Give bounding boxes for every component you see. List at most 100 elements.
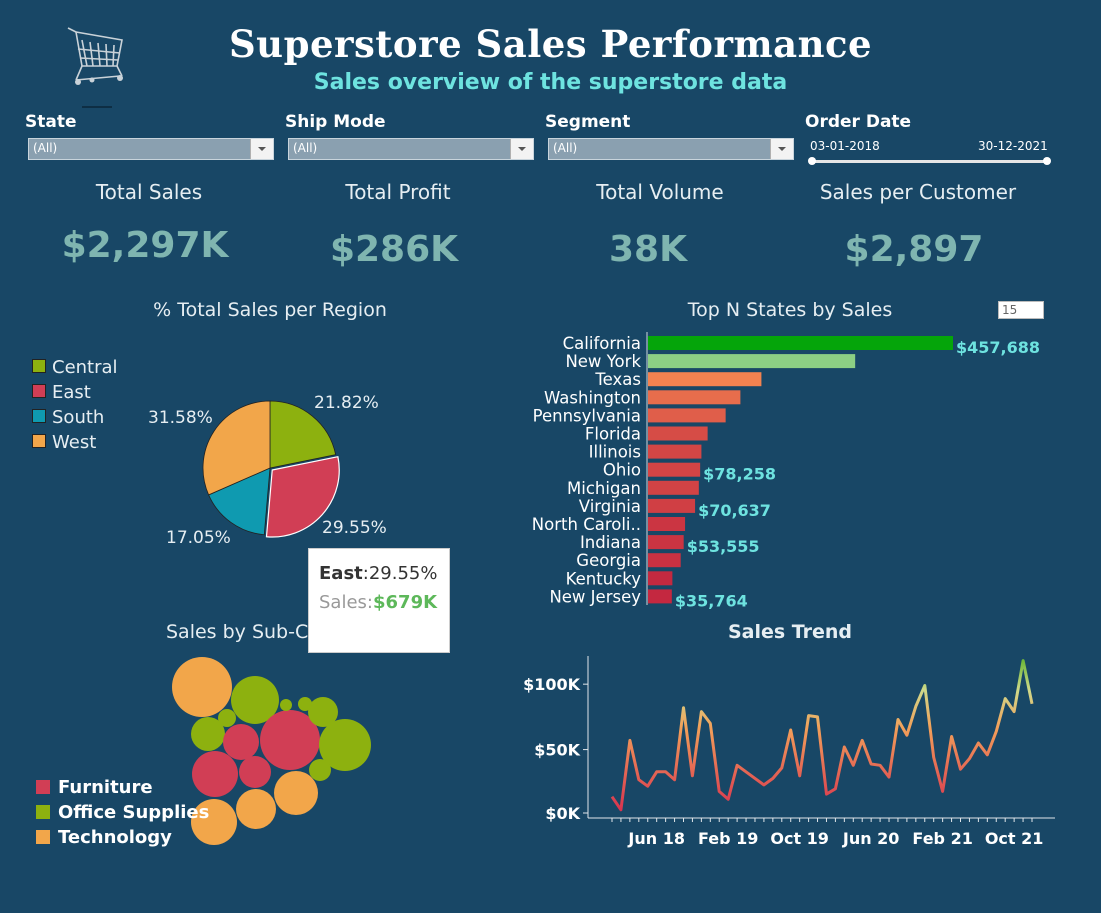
bar-georgia[interactable] (648, 553, 681, 568)
legend-item-south[interactable]: South (32, 407, 118, 432)
bar-category-label: Florida (585, 425, 641, 444)
bubble[interactable] (274, 771, 318, 815)
bubble[interactable] (280, 699, 292, 711)
bar-washington[interactable] (648, 390, 741, 405)
bar-category-label: Texas (594, 370, 641, 389)
bar-category-label: Kentucky (566, 569, 642, 588)
bar-data-label: $35,764 (675, 591, 748, 610)
order-date-slider-track[interactable] (812, 160, 1050, 163)
legend-item-office-supplies[interactable]: Office Supplies (36, 802, 209, 827)
pie-slice-east[interactable] (265, 455, 340, 538)
bar-category-label: Washington (544, 388, 641, 407)
bubble[interactable] (260, 710, 320, 770)
y-tick-label: $0K (545, 804, 580, 823)
legend-item-central[interactable]: Central (32, 357, 118, 382)
bubble[interactable] (319, 719, 371, 771)
bar-michigan[interactable] (648, 480, 699, 495)
pie-slice-south[interactable] (208, 467, 271, 536)
bar-category-label: North Caroli.. (532, 515, 641, 534)
bar-category-label: New York (565, 352, 641, 371)
kpi-value-total-profit: $286K (329, 229, 459, 270)
bubble[interactable] (236, 789, 276, 829)
bubble[interactable] (231, 676, 279, 724)
ship-mode-dropdown[interactable]: (All) (288, 138, 534, 160)
bubble[interactable] (308, 697, 338, 727)
kpi-label-total-sales: Total Sales (95, 180, 203, 204)
sales-trend-line[interactable] (610, 659, 1034, 812)
segment-dropdown[interactable]: (All) (548, 138, 794, 160)
kpi-label-total-volume: Total Volume (596, 180, 724, 204)
pie-slice-central[interactable] (269, 400, 337, 469)
legend-item-east[interactable]: East (32, 382, 118, 407)
legend-item-technology[interactable]: Technology (36, 827, 209, 852)
bar-california[interactable] (648, 336, 953, 350)
kpi-label-total-profit: Total Profit (345, 180, 451, 204)
bar-kentucky[interactable] (648, 571, 673, 586)
bubble[interactable] (172, 657, 232, 717)
y-tick-label: $50K (534, 741, 580, 760)
legend-swatch (32, 434, 46, 448)
bar-category-label: Illinois (589, 443, 641, 462)
legend-swatch (36, 805, 50, 819)
ship-mode-dropdown-value: (All) (293, 141, 318, 155)
bar-texas[interactable] (648, 372, 762, 387)
legend-swatch (36, 780, 50, 794)
legend-label: Technology (58, 827, 172, 848)
bubble[interactable] (298, 697, 312, 711)
bar-florida[interactable] (648, 426, 708, 441)
bar-north-caroli[interactable] (648, 517, 686, 531)
pie-slice-west[interactable] (202, 400, 271, 496)
pie-chart[interactable] (200, 398, 342, 540)
legend-swatch (32, 359, 46, 373)
bubble[interactable] (223, 724, 259, 760)
bar-category-label: Ohio (603, 461, 641, 480)
legend-label: Central (52, 357, 118, 378)
filter-label-state: State (25, 112, 77, 132)
pie-chart-title: % Total Sales per Region (153, 299, 387, 321)
chevron-down-icon[interactable] (770, 139, 793, 159)
order-date-end: 30-12-2021 (978, 139, 1048, 153)
shopping-cart-icon (62, 22, 132, 112)
bubble[interactable] (191, 799, 237, 845)
dashboard-subtitle: Sales overview of the superstore data (313, 70, 788, 95)
chevron-down-icon[interactable] (250, 139, 273, 159)
legend-label: South (52, 407, 105, 428)
bar-pennsylvania[interactable] (648, 408, 726, 423)
bar-category-label: Indiana (580, 533, 641, 552)
chevron-down-icon[interactable] (510, 139, 533, 159)
bubble[interactable] (309, 759, 331, 781)
bubble[interactable] (218, 709, 236, 727)
filter-label-segment: Segment (545, 112, 631, 132)
kpi-value-total-volume: 38K (609, 229, 687, 270)
x-tick-label: Jun 18 (627, 829, 685, 848)
bar-indiana[interactable] (648, 535, 684, 550)
bar-chart[interactable]: California $457,688 New YorkTexasWashingto… (500, 330, 1060, 610)
bubble-chart[interactable] (165, 650, 380, 850)
bar-data-label: $70,637 (698, 501, 771, 520)
bubble[interactable] (239, 756, 271, 788)
pie-label-east: 29.55% (322, 518, 387, 538)
bar-new-york[interactable] (648, 354, 856, 369)
bar-new-jersey[interactable] (648, 589, 672, 604)
bubble[interactable] (191, 717, 225, 751)
line-chart[interactable]: $100K $50K $0K Jun 18 Feb 19 Oct 19 Jun 20 Feb … (500, 650, 1080, 860)
bubble[interactable] (192, 751, 238, 797)
legend-item-west[interactable]: West (32, 432, 118, 457)
state-dropdown[interactable]: (All) (28, 138, 274, 160)
x-tick-label: Feb 19 (698, 829, 758, 848)
line-chart-title: Sales Trend (727, 621, 853, 643)
bar-illinois[interactable] (648, 444, 702, 459)
dashboard-title: Superstore Sales Performance (228, 22, 873, 66)
kpi-value-sales-per-customer: $2,897 (844, 229, 984, 270)
legend-swatch (36, 830, 50, 844)
segment-dropdown-value: (All) (553, 141, 578, 155)
pie-label-central: 21.82% (314, 393, 379, 413)
bubble-legend: Furniture Office Supplies Technology (36, 777, 209, 852)
order-date-slider-handle-start[interactable] (808, 157, 816, 165)
order-date-slider-handle-end[interactable] (1043, 157, 1051, 165)
legend-item-furniture[interactable]: Furniture (36, 777, 209, 802)
top-n-input[interactable]: 15 (998, 301, 1044, 319)
bar-ohio[interactable] (648, 462, 701, 477)
bar-virginia[interactable] (648, 498, 696, 513)
order-date-start: 03-01-2018 (810, 139, 880, 153)
